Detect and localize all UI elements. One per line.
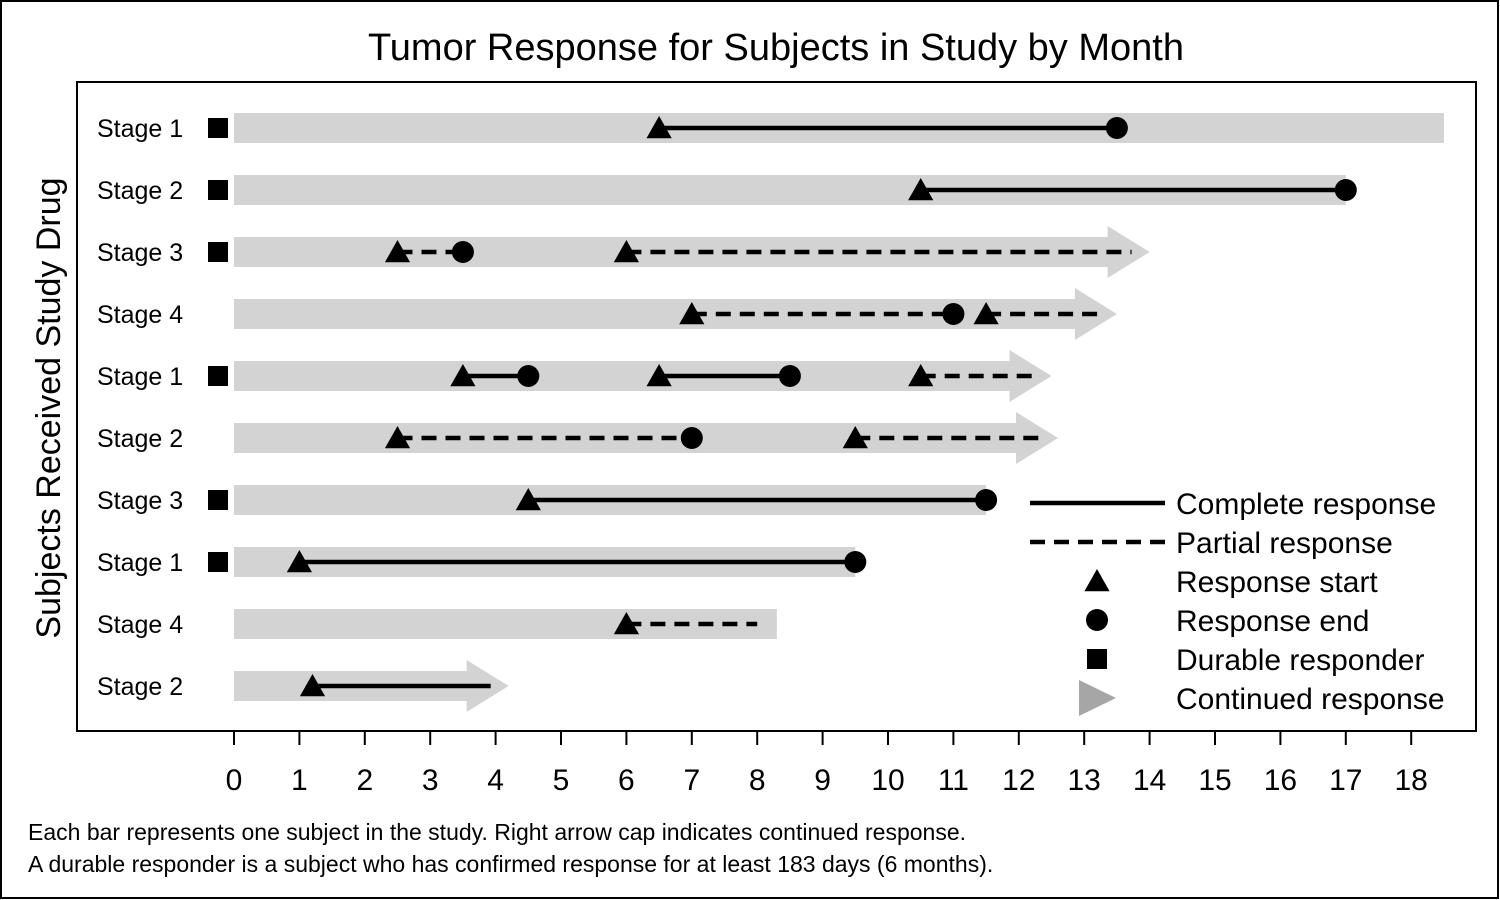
legend-label: Partial response bbox=[1176, 527, 1393, 560]
response-end-marker bbox=[517, 365, 540, 387]
response-start-marker bbox=[286, 550, 312, 573]
row-label: Stage 2 bbox=[97, 177, 183, 205]
response-start-marker bbox=[908, 178, 934, 201]
durable-responder-marker bbox=[208, 180, 228, 200]
x-axis: 0 1 2 3 4 5 6 7 8 9 10 11 12 13 14 15 16 17 18 bbox=[226, 731, 1428, 797]
response-start-marker bbox=[646, 116, 672, 139]
row-label: Stage 3 bbox=[97, 487, 183, 515]
response-start-marker bbox=[299, 674, 326, 697]
response-start-marker bbox=[646, 364, 672, 387]
footnote-2: A durable responder is a subject who has… bbox=[28, 851, 993, 877]
chart-title: Tumor Response for Subjects in Study by … bbox=[368, 27, 1184, 69]
response-lines-layer bbox=[299, 125, 1346, 689]
row-label: Stage 3 bbox=[97, 239, 183, 267]
response-start-marker bbox=[384, 240, 411, 263]
response-end-marker bbox=[975, 489, 998, 511]
row-label: Stage 4 bbox=[97, 611, 183, 639]
x-tick-label: 16 bbox=[1264, 764, 1297, 797]
legend-arrow-swatch bbox=[1079, 680, 1116, 716]
subject-bar bbox=[234, 609, 777, 639]
legend-square-swatch bbox=[1087, 649, 1107, 669]
x-tick-label: 15 bbox=[1198, 764, 1231, 797]
x-tick-label: 2 bbox=[356, 764, 373, 797]
response-start-marker bbox=[613, 240, 639, 263]
legend: Complete response Partial response Respons… bbox=[1030, 488, 1445, 716]
response-start-marker bbox=[384, 426, 411, 449]
response-end-marker bbox=[778, 365, 801, 387]
legend-label: Continued response bbox=[1176, 683, 1445, 716]
row-label: Stage 1 bbox=[97, 549, 183, 577]
response-end-marker bbox=[844, 551, 867, 573]
x-tick-label: 18 bbox=[1395, 764, 1428, 797]
subject-bar-continued bbox=[234, 226, 1150, 278]
response-start-marker bbox=[973, 302, 999, 325]
row-label: Stage 1 bbox=[97, 363, 183, 391]
legend-label: Response end bbox=[1176, 605, 1369, 638]
x-tick-label: 9 bbox=[814, 764, 831, 797]
plot-frame bbox=[76, 81, 1477, 732]
legend-label: Complete response bbox=[1176, 488, 1436, 521]
response-end-marker bbox=[680, 427, 703, 449]
durable-responder-marker bbox=[208, 366, 228, 386]
x-tick-label: 0 bbox=[226, 764, 243, 797]
x-tick-label: 10 bbox=[871, 764, 904, 797]
x-tick-label: 8 bbox=[749, 764, 766, 797]
x-tick-label: 17 bbox=[1329, 764, 1362, 797]
response-end-marker bbox=[1334, 179, 1357, 201]
legend-label: Durable responder bbox=[1176, 644, 1424, 677]
response-end-marker bbox=[1105, 117, 1128, 139]
x-tick-label: 14 bbox=[1133, 764, 1166, 797]
x-tick-label: 12 bbox=[1002, 764, 1035, 797]
x-tick-label: 13 bbox=[1068, 764, 1101, 797]
response-start-marker bbox=[908, 364, 934, 387]
response-start-marker bbox=[613, 612, 639, 635]
row-label: Stage 1 bbox=[97, 115, 183, 143]
y-axis-label: Subjects Received Study Drug bbox=[30, 177, 68, 638]
response-start-marker bbox=[679, 302, 705, 325]
response-end-marker bbox=[451, 241, 474, 263]
row-labels-layer: Stage 1 Stage 2 Stage 3 Stage 4 Stage 1 Stage… bbox=[97, 115, 183, 701]
x-tick-label: 6 bbox=[618, 764, 635, 797]
response-start-marker bbox=[842, 426, 868, 449]
x-tick-label: 4 bbox=[487, 764, 504, 797]
x-tick-label: 11 bbox=[938, 764, 969, 797]
x-tick-label: 1 bbox=[291, 764, 308, 797]
legend-circle-swatch bbox=[1086, 609, 1108, 631]
x-tick-label: 5 bbox=[553, 764, 570, 797]
x-tick-label: 3 bbox=[422, 764, 439, 797]
x-tick-label: 7 bbox=[683, 764, 700, 797]
markers-layer bbox=[208, 116, 1357, 697]
row-label: Stage 4 bbox=[97, 301, 183, 329]
subject-bar-continued bbox=[234, 350, 1052, 402]
response-end-marker bbox=[942, 303, 965, 325]
durable-responder-marker bbox=[208, 242, 228, 262]
subject-bar-continued bbox=[234, 288, 1117, 340]
response-start-marker bbox=[515, 488, 541, 511]
response-start-marker bbox=[450, 364, 476, 387]
durable-responder-marker bbox=[208, 490, 228, 510]
row-label: Stage 2 bbox=[97, 425, 183, 453]
legend-label: Response start bbox=[1176, 566, 1378, 599]
durable-responder-marker bbox=[208, 552, 228, 572]
footnote-1: Each bar represents one subject in the s… bbox=[28, 819, 966, 845]
durable-responder-marker bbox=[208, 118, 228, 138]
row-label: Stage 2 bbox=[97, 673, 183, 701]
legend-triangle-swatch bbox=[1084, 569, 1110, 592]
